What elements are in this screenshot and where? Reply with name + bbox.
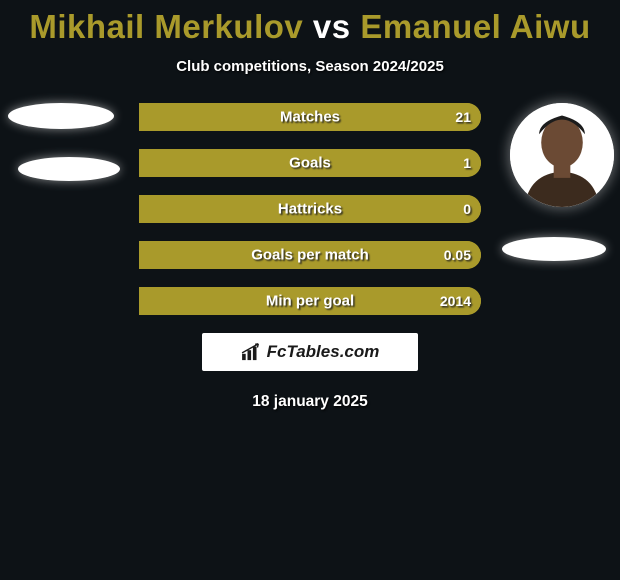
- decoration-oval: [502, 237, 606, 261]
- stat-row: Matches 21: [139, 103, 481, 131]
- subtitle: Club competitions, Season 2024/2025: [0, 58, 620, 75]
- title-player2: Emanuel Aiwu: [360, 8, 590, 45]
- stat-row: Goals 1: [139, 149, 481, 177]
- date: 18 january 2025: [0, 393, 620, 411]
- decoration-oval: [18, 157, 120, 181]
- compare-area: Matches 21 Goals 1 Hattricks 0 Goals per match…: [0, 103, 620, 411]
- stat-label: Goals per match: [251, 247, 369, 264]
- stat-label: Goals: [289, 155, 331, 172]
- bars-icon: [241, 343, 263, 361]
- stat-row: Goals per match 0.05: [139, 241, 481, 269]
- stat-value-right: 1: [463, 155, 471, 171]
- stat-row: Min per goal 2014: [139, 287, 481, 315]
- stat-value-right: 2014: [440, 293, 471, 309]
- stat-row: Hattricks 0: [139, 195, 481, 223]
- title-player1: Mikhail Merkulov: [29, 8, 303, 45]
- stat-label: Hattricks: [278, 201, 342, 218]
- page-title: Mikhail Merkulov vs Emanuel Aiwu: [0, 8, 620, 46]
- avatar-image: [510, 103, 614, 207]
- comparison-card: Mikhail Merkulov vs Emanuel Aiwu Club co…: [0, 0, 620, 580]
- title-vs: vs: [313, 8, 351, 45]
- avatar-player2: [510, 103, 614, 207]
- watermark: FcTables.com: [202, 333, 418, 371]
- decoration-oval: [8, 103, 114, 129]
- stat-label: Min per goal: [266, 293, 354, 310]
- stat-value-right: 21: [455, 109, 471, 125]
- stat-bars: Matches 21 Goals 1 Hattricks 0 Goals per match…: [139, 103, 481, 315]
- watermark-text: FcTables.com: [267, 342, 380, 362]
- stat-value-right: 0: [463, 201, 471, 217]
- stat-label: Matches: [280, 109, 340, 126]
- stat-value-right: 0.05: [444, 247, 471, 263]
